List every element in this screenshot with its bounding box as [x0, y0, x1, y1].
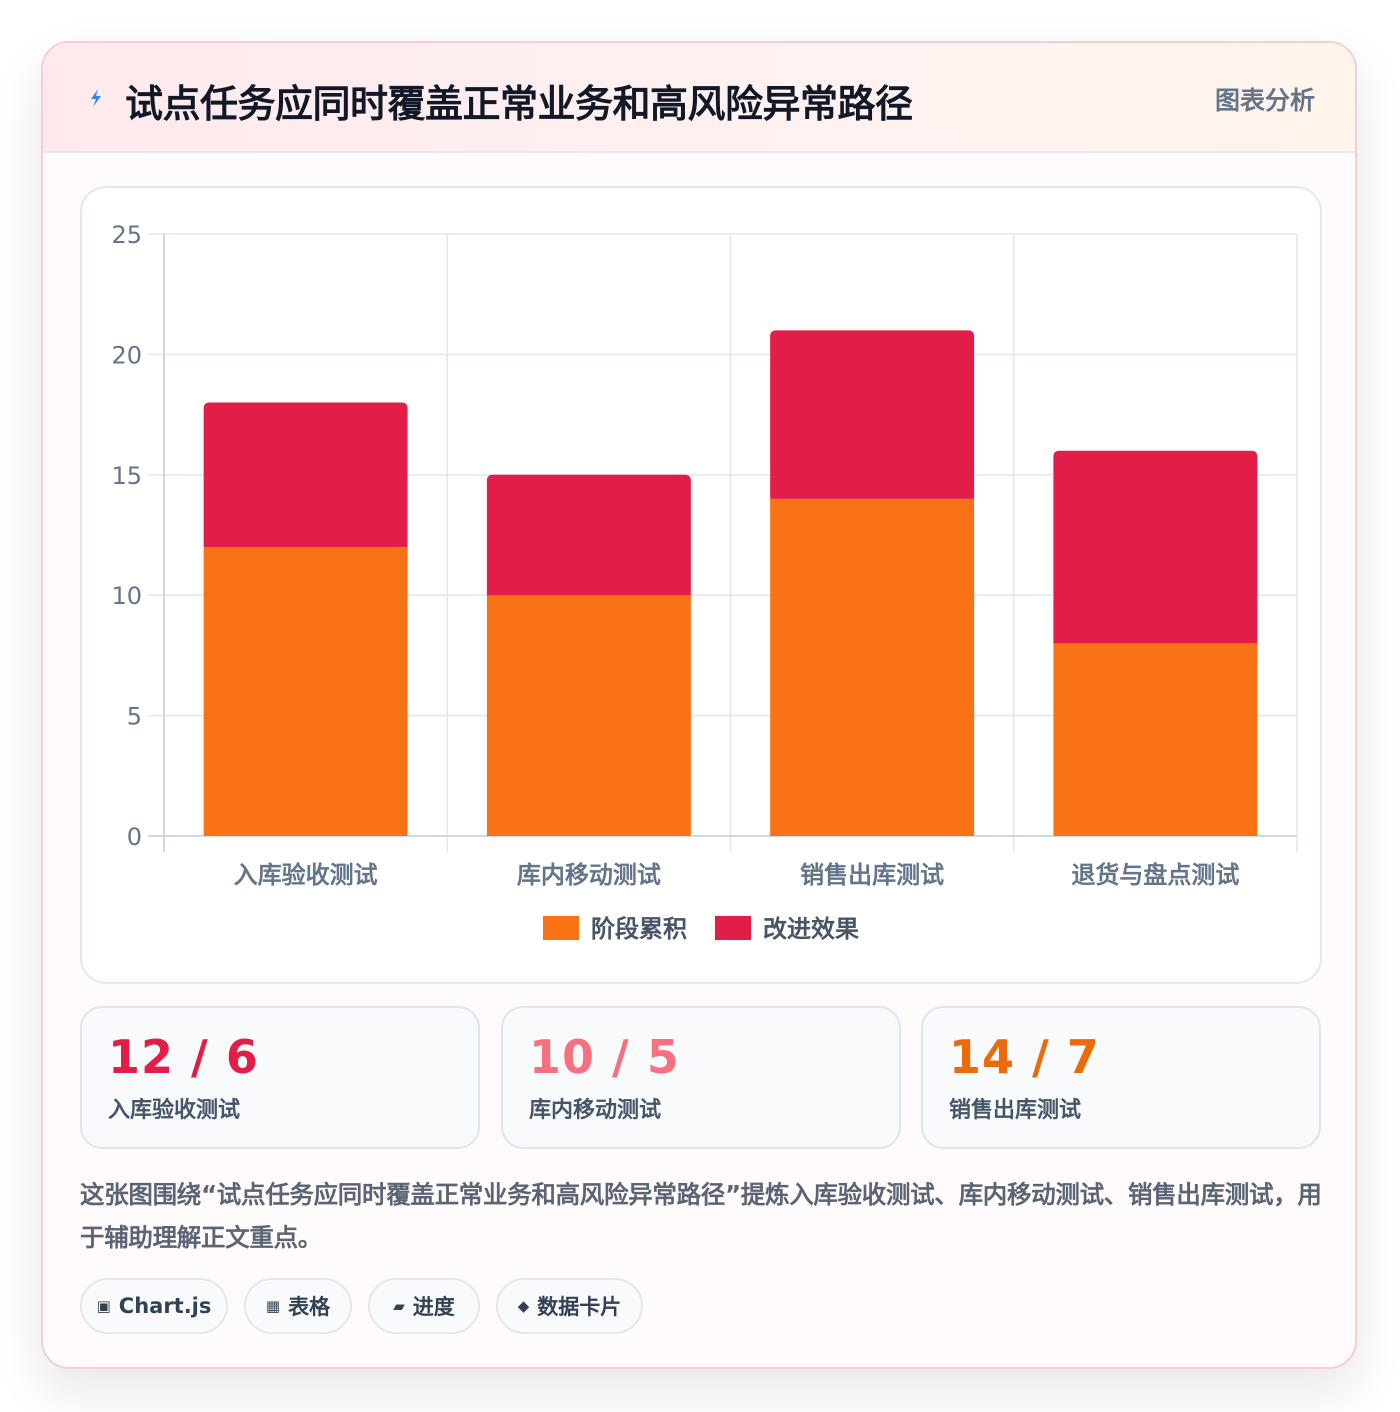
tag-table[interactable]: ▦ 表格 — [244, 1278, 352, 1334]
stat-value: 10 / 5 — [529, 1030, 680, 1084]
x-tick-label: 库内移动测试 — [517, 861, 661, 889]
y-tick-label: 15 — [111, 462, 142, 490]
stat-card-internal-move: 10 / 5 库内移动测试 — [501, 1006, 901, 1149]
tag-label: Chart.js — [118, 1294, 212, 1318]
bar-segment — [486, 595, 691, 836]
bar-segment — [770, 330, 975, 499]
bar-segment — [1053, 450, 1258, 644]
legend-label: 改进效果 — [763, 915, 859, 943]
y-tick-label: 10 — [111, 582, 142, 610]
diamond-icon: ◆ — [517, 1297, 530, 1315]
stat-value: 12 / 6 — [108, 1030, 259, 1084]
x-tick-label: 销售出库测试 — [800, 861, 944, 889]
stat-label: 库内移动测试 — [529, 1098, 662, 1123]
y-tick-label: 0 — [127, 823, 142, 851]
tag-progress[interactable]: ▰ 进度 — [368, 1278, 480, 1334]
stat-label: 销售出库测试 — [949, 1098, 1082, 1123]
y-tick-label: 5 — [127, 703, 142, 731]
x-tick-label: 退货与盘点测试 — [1071, 861, 1239, 889]
square-dot-icon: ▣ — [96, 1297, 111, 1315]
y-tick-label: 20 — [111, 341, 142, 369]
lightning-icon — [91, 89, 101, 107]
chart-description: 这张图围绕“试点任务应同时覆盖正常业务和高风险异常路径”提炼入库验收测试、库内移… — [80, 1180, 1322, 1252]
x-tick-label: 入库验收测试 — [234, 861, 378, 889]
tag-label: 进度 — [412, 1295, 455, 1319]
tag-label: 数据卡片 — [537, 1295, 622, 1319]
stat-card-outbound: 14 / 7 销售出库测试 — [921, 1006, 1321, 1149]
table-icon: ▦ — [265, 1297, 281, 1315]
card-header: 试点任务应同时覆盖正常业务和高风险异常路径 图表分析 — [43, 43, 1355, 153]
bar-segment — [1053, 643, 1258, 836]
stat-card-inbound: 12 / 6 入库验收测试 — [80, 1006, 480, 1149]
stat-label: 入库验收测试 — [108, 1098, 241, 1123]
legend-swatch — [543, 916, 579, 940]
bar-segment — [203, 547, 408, 836]
chart-container: 0 5 10 15 20 25 入库验收测试 库内移动测试 销售出库测试 退货与盘点测试阶段累积 改… — [80, 186, 1322, 984]
tag-label: 表格 — [288, 1295, 331, 1319]
bar-segment — [770, 498, 975, 836]
chart-card: 试点任务应同时覆盖正常业务和高风险异常路径 图表分析 0 5 10 15 20 25 入库验… — [41, 41, 1357, 1369]
bar-segment — [203, 402, 408, 548]
chart-analysis-badge: 图表分析 — [1214, 86, 1315, 115]
page-title: 试点任务应同时覆盖正常业务和高风险异常路径 — [125, 82, 913, 126]
stat-value: 14 / 7 — [949, 1030, 1100, 1084]
progress-icon: ▰ — [393, 1297, 405, 1315]
tag-data-card[interactable]: ◆ 数据卡片 — [496, 1278, 643, 1334]
legend-label: 阶段累积 — [591, 915, 687, 943]
bar-segment — [486, 474, 691, 596]
legend-swatch — [715, 916, 751, 940]
tag-chartjs[interactable]: ▣ Chart.js — [80, 1278, 228, 1334]
y-tick-label: 25 — [111, 221, 142, 249]
